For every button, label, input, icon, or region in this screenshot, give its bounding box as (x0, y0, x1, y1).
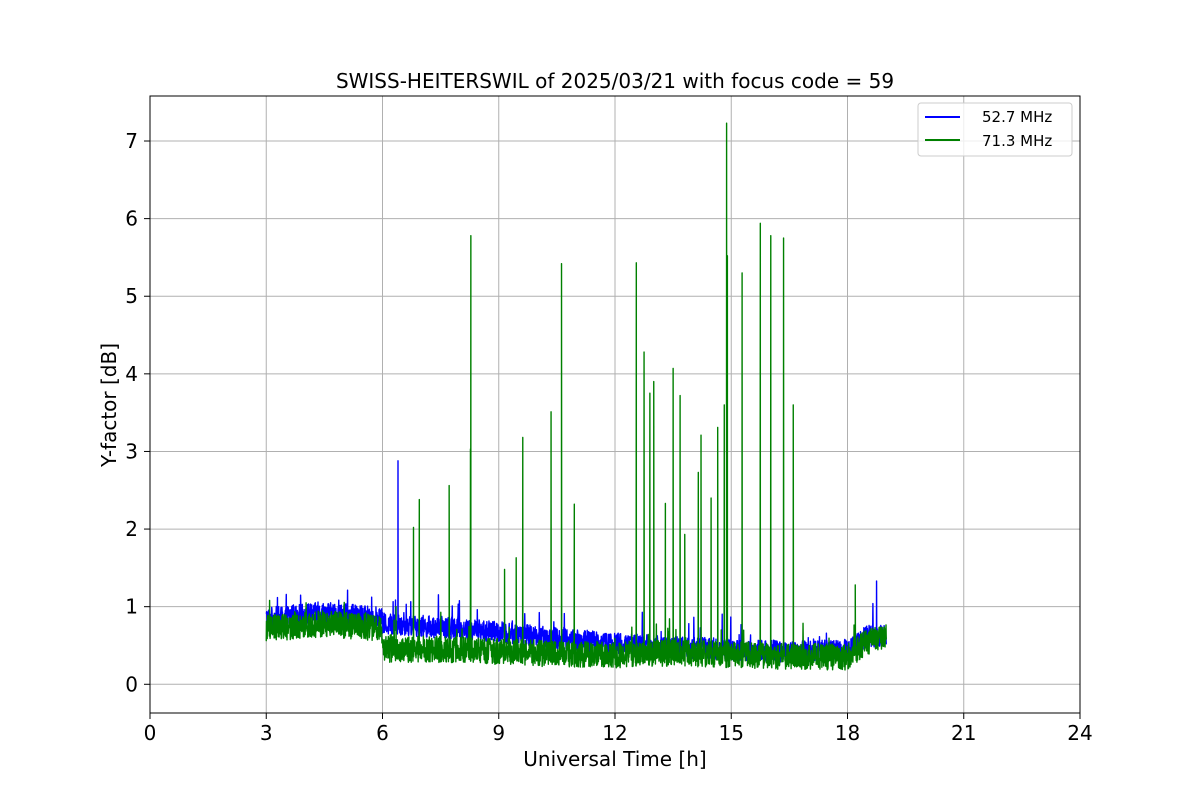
y-tick-label: 4 (125, 362, 138, 386)
y-tick-label: 7 (125, 129, 138, 153)
legend: 52.7 MHz 71.3 MHz (917, 102, 1073, 157)
plot-frame (149, 95, 1081, 714)
y-tick-label: 2 (125, 517, 138, 541)
y-tick-label: 0 (125, 672, 138, 696)
legend-label-52-7: 52.7 MHz (982, 108, 1052, 126)
y-tick-label: 5 (125, 284, 138, 308)
series-line-1 (265, 122, 887, 671)
chart-title: SWISS-HEITERSWIL of 2025/03/21 with focu… (336, 69, 894, 93)
legend-label-71-3: 71.3 MHz (982, 132, 1052, 150)
x-tick-label: 15 (719, 721, 744, 745)
y-tick-label: 1 (125, 595, 138, 619)
y-tick-label: 6 (125, 207, 138, 231)
x-tick-label: 9 (492, 721, 505, 745)
x-tick-label: 6 (376, 721, 389, 745)
plot-area (265, 122, 887, 671)
y-tick-label: 3 (125, 439, 138, 463)
series-lines (265, 122, 887, 671)
x-tick-label: 12 (602, 721, 627, 745)
x-tick-label: 18 (835, 721, 860, 745)
x-tick-label: 3 (260, 721, 273, 745)
x-tick-label: 21 (951, 721, 976, 745)
x-axis-title: Universal Time [h] (523, 747, 706, 771)
x-tick-label: 24 (1067, 721, 1092, 745)
y-axis-title: Y-factor [dB] (97, 343, 121, 468)
x-tick-label: 0 (144, 721, 157, 745)
